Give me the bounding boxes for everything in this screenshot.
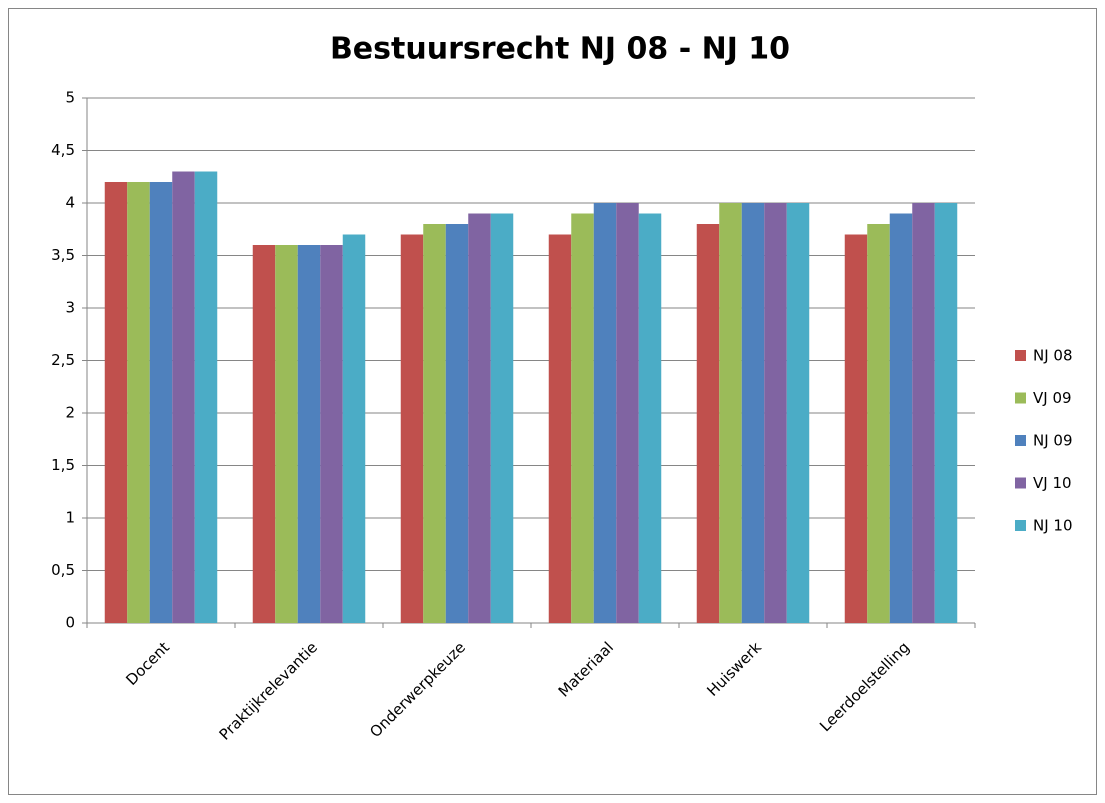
legend-swatch bbox=[1015, 520, 1026, 531]
bar bbox=[194, 171, 218, 623]
bar bbox=[764, 203, 787, 623]
bar bbox=[741, 203, 765, 623]
bar bbox=[172, 171, 195, 623]
legend-label: VJ 09 bbox=[1033, 389, 1072, 407]
bar bbox=[696, 224, 720, 623]
bar bbox=[127, 182, 150, 623]
bar bbox=[252, 245, 276, 623]
bar bbox=[342, 234, 366, 623]
legend-label: NJ 10 bbox=[1033, 517, 1073, 535]
legend-label: NJ 08 bbox=[1033, 347, 1073, 365]
bar bbox=[638, 213, 662, 623]
y-tick-label: 3 bbox=[65, 299, 75, 317]
bar bbox=[400, 234, 424, 623]
legend-swatch bbox=[1015, 392, 1026, 404]
legend-label: VJ 10 bbox=[1033, 474, 1072, 492]
y-tick-label: 5 bbox=[65, 89, 75, 107]
legend-label: NJ 09 bbox=[1033, 432, 1073, 450]
bar bbox=[593, 203, 617, 623]
legend-swatch bbox=[1015, 477, 1026, 489]
chart-title: Bestuursrecht NJ 08 - NJ 10 bbox=[330, 32, 790, 67]
y-tick-label: 1,5 bbox=[51, 456, 75, 474]
bar bbox=[867, 224, 890, 623]
y-tick-label: 4 bbox=[65, 194, 75, 212]
bar bbox=[423, 224, 446, 623]
bar bbox=[786, 203, 810, 623]
bar bbox=[548, 234, 572, 623]
legend-swatch bbox=[1015, 350, 1026, 361]
bar bbox=[719, 203, 742, 623]
bar bbox=[616, 203, 639, 623]
y-tick-label: 1 bbox=[65, 509, 75, 527]
y-tick-label: 3,5 bbox=[51, 246, 75, 264]
bar bbox=[934, 203, 958, 623]
legend-swatch bbox=[1015, 435, 1026, 446]
bar bbox=[889, 213, 913, 623]
bar bbox=[844, 234, 868, 623]
y-tick-label: 2,5 bbox=[51, 351, 75, 369]
bar bbox=[490, 213, 514, 623]
bar bbox=[104, 182, 128, 623]
bar bbox=[149, 182, 173, 623]
y-tick-label: 0 bbox=[65, 614, 75, 632]
y-tick-label: 2 bbox=[65, 404, 75, 422]
bar bbox=[468, 213, 491, 623]
bar bbox=[445, 224, 469, 623]
bar bbox=[297, 245, 321, 623]
bar bbox=[912, 203, 935, 623]
y-tick-label: 4,5 bbox=[51, 141, 75, 159]
bar bbox=[320, 245, 343, 623]
bar bbox=[571, 213, 594, 623]
y-tick-label: 0,5 bbox=[51, 561, 75, 579]
bar bbox=[275, 245, 298, 623]
